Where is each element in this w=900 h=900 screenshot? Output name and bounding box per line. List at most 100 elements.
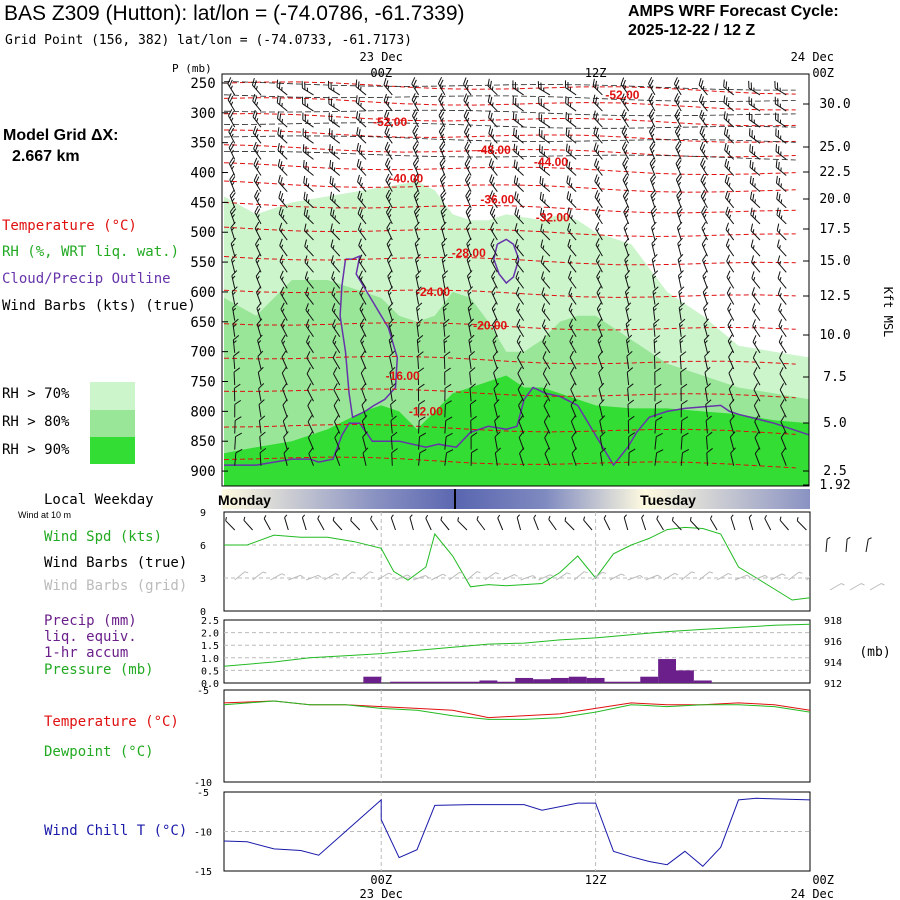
wind-barb-flag <box>513 159 516 167</box>
wind-barb-staff <box>390 420 393 434</box>
grid-wind-barb-staff <box>663 572 675 581</box>
wind-barb-flag <box>675 79 680 87</box>
wind-barb-flag <box>302 160 305 168</box>
wind-barb-flag <box>412 157 418 164</box>
wind-barb-halfflag <box>677 133 681 138</box>
wind-barb-flag <box>541 193 544 202</box>
wind-barb <box>651 254 658 273</box>
wind-barb <box>301 80 314 96</box>
wind-barb-halfflag <box>387 150 391 154</box>
wind-barb-halfflag <box>779 293 782 297</box>
grid-wind-barb <box>502 574 518 581</box>
wind-barb-flag <box>700 80 704 88</box>
wind-barb-halfflag <box>753 292 756 297</box>
wind-barb-flag <box>412 141 418 148</box>
wind-barb-flag <box>283 431 289 438</box>
wind-barb-halfflag <box>679 307 683 312</box>
wind-barb <box>518 415 525 434</box>
wind-barb-staff <box>565 118 577 128</box>
wind-barb <box>701 205 708 225</box>
wind-barb-staff <box>359 324 367 337</box>
wind-barb <box>491 302 498 321</box>
wind-barb-staff <box>652 307 656 321</box>
wind-barb-staff <box>570 421 577 434</box>
wind-barb-flag <box>355 95 358 103</box>
wind-barb-halfflag <box>598 308 601 312</box>
wind-barb-staff <box>492 340 498 354</box>
wind-barb-flag <box>778 209 781 217</box>
wind-barb-staff <box>649 163 656 176</box>
surface-wind-barb-staff <box>764 518 772 531</box>
wind-barb-flag <box>779 351 784 359</box>
wind-barb <box>623 221 630 241</box>
grid-wind-barb-staff <box>484 572 496 581</box>
wind-barb-staff <box>777 246 787 257</box>
wind-barb <box>362 431 368 450</box>
wind-barb-flag <box>704 350 710 357</box>
wind-barb-flag <box>751 161 754 170</box>
wind-barb-flag <box>628 432 636 438</box>
wind-barb <box>411 93 419 112</box>
wind-barb-staff <box>725 245 735 257</box>
wind-barb-staff <box>412 131 420 144</box>
wind-barb <box>332 351 341 370</box>
surface-wind-barb-staff <box>317 518 325 531</box>
surface-wind-barb <box>689 516 700 531</box>
wind-barb-staff <box>749 182 761 193</box>
wind-barb <box>704 383 711 402</box>
wind-barb-flag <box>230 237 237 244</box>
wind-barb <box>775 144 787 160</box>
wind-barb-flag <box>540 255 544 263</box>
wind-barb-flag <box>752 319 756 327</box>
wind-barb-staff <box>331 277 341 289</box>
wind-barb-flag <box>674 125 680 132</box>
wind-barb-staff <box>699 132 708 144</box>
wind-barb <box>256 286 262 305</box>
wind-barb <box>228 125 236 144</box>
top-hour-label: 00Z <box>370 66 392 80</box>
wind-barb-flag <box>776 191 779 200</box>
wind-barb-halfflag <box>281 118 283 123</box>
wind-barb <box>654 432 663 450</box>
wind-barb-staff <box>356 165 367 176</box>
surface-wind-barb-staff <box>583 519 593 531</box>
wind-barb-staff <box>413 195 420 208</box>
wind-barb-staff <box>680 436 683 450</box>
pressure-tick-label: 550 <box>190 255 215 271</box>
wind-barb-staff <box>724 149 735 160</box>
wind-barb-flag <box>724 174 728 182</box>
wind-barb-staff <box>566 198 577 209</box>
grid-wind-barb-halfflag <box>798 571 803 574</box>
wind-barb-flag <box>726 129 729 137</box>
wind-barb-halfflag <box>257 340 262 344</box>
wind-barb-flag <box>677 192 683 199</box>
surface-wind-barb-staff <box>370 518 379 531</box>
wind-barb-flag <box>233 367 241 373</box>
wind-barb <box>355 111 367 128</box>
wind-barb-halfflag <box>543 119 545 124</box>
wind-barb-staff <box>674 131 682 144</box>
isotherm-label: -16.00 <box>386 369 420 383</box>
surface-wind-barb-staff <box>457 520 468 531</box>
wind-barb <box>308 447 314 466</box>
wind-barb-staff <box>777 293 787 305</box>
wind-barb-flag <box>230 192 236 199</box>
wind-barb-staff <box>489 196 498 209</box>
wind-barb-flag <box>701 237 707 245</box>
wind-barb-halfflag <box>569 260 572 265</box>
wind-barb <box>444 449 454 466</box>
wind-barb <box>278 190 288 209</box>
wind-barb-flag <box>413 111 418 119</box>
wind-barb-halfflag <box>387 117 390 122</box>
wind-barb-staff <box>467 307 472 321</box>
wind-barb-flag <box>699 141 704 149</box>
wind-barb-flag <box>413 173 419 180</box>
wind-barb-flag <box>570 399 576 406</box>
wind-barb-staff <box>728 388 735 402</box>
wind-barb-staff <box>749 135 761 144</box>
wind-barb-halfflag <box>417 340 421 344</box>
wind-barb-halfflag <box>728 134 730 139</box>
wind-barb-flag <box>330 239 334 247</box>
wind-barb-staff <box>596 292 603 305</box>
wind-barb-staff <box>675 163 682 176</box>
